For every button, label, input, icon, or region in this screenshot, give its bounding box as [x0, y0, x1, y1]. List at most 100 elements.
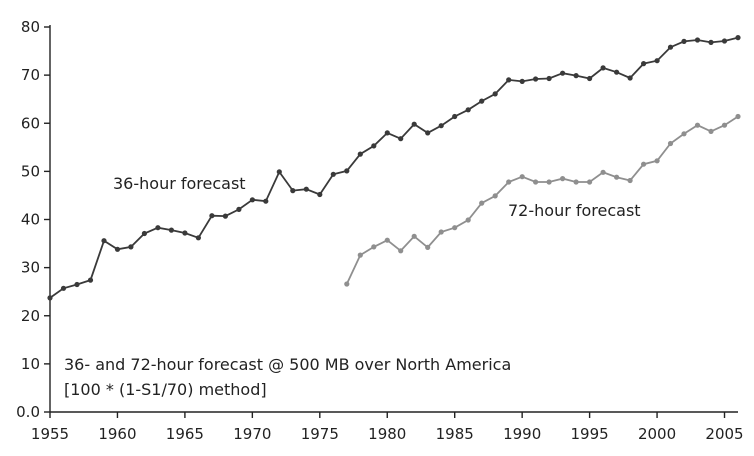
data-point-36h	[519, 78, 525, 84]
data-point-72h	[519, 174, 525, 180]
x-tick-label: 1985	[436, 425, 474, 443]
data-point-36h	[681, 38, 687, 45]
axes: 1955 1960 1965 1970 1975 1980 1985 1990 1995 2000…	[16, 18, 743, 443]
chart-note-line1: 36- and 72-hour forecast @ 500 MB over N…	[64, 355, 511, 374]
x-tick-label: 1970	[233, 425, 271, 443]
data-point-36h	[249, 197, 255, 203]
data-point-36h	[492, 91, 498, 97]
data-point-36h	[330, 171, 336, 177]
data-point-72h	[438, 229, 444, 235]
data-point-72h	[735, 113, 741, 120]
data-point-36h	[398, 136, 404, 142]
data-point-36h	[411, 121, 417, 127]
data-point-72h	[600, 169, 606, 175]
data-point-36h	[694, 37, 701, 43]
data-point-36h	[263, 198, 269, 204]
data-point-36h	[236, 206, 242, 212]
data-point-36h	[573, 73, 579, 79]
data-point-36h	[479, 98, 485, 104]
x-tick-label: 1965	[166, 425, 204, 443]
data-point-36h	[735, 35, 741, 41]
data-point-36h	[168, 227, 174, 233]
data-point-36h	[74, 281, 80, 288]
series-line-36h	[49, 36, 739, 299]
x-tick-label: 1990	[503, 425, 541, 443]
data-point-36h	[667, 44, 674, 50]
data-point-36h	[344, 168, 350, 174]
x-tick-label: 1980	[368, 425, 406, 443]
data-point-72h	[560, 176, 566, 182]
data-point-72h	[614, 174, 620, 180]
data-point-36h	[317, 191, 323, 198]
data-point-36h	[600, 65, 606, 71]
data-point-72h	[654, 158, 660, 164]
series-36h	[47, 35, 741, 301]
data-point-36h	[721, 38, 728, 44]
data-point-36h	[128, 244, 134, 250]
y-tick-label: 0.0	[16, 403, 40, 421]
y-tick-label: 80	[21, 18, 40, 36]
data-point-36h	[560, 70, 566, 76]
plot-area	[47, 35, 741, 301]
data-point-36h	[303, 186, 309, 192]
data-point-72h	[384, 237, 390, 243]
y-tick-label: 60	[21, 114, 40, 132]
data-point-72h	[398, 248, 404, 254]
data-point-72h	[492, 193, 498, 199]
data-point-36h	[155, 225, 161, 231]
x-tick-label: 1955	[31, 425, 69, 443]
data-point-36h	[357, 151, 363, 157]
data-point-72h	[506, 179, 512, 185]
y-tick-label: 40	[21, 211, 40, 229]
data-point-72h	[357, 252, 363, 258]
x-tick-label: 1995	[571, 425, 609, 443]
data-point-36h	[182, 230, 188, 236]
data-point-36h	[452, 113, 458, 120]
y-tick-label: 50	[21, 162, 40, 180]
data-point-36h	[290, 188, 296, 194]
data-point-36h	[276, 169, 282, 175]
data-point-72h	[465, 217, 471, 223]
data-point-72h	[587, 179, 593, 185]
data-point-36h	[384, 130, 390, 136]
data-point-36h	[614, 69, 620, 75]
data-point-72h	[452, 225, 458, 231]
data-point-72h	[641, 161, 647, 167]
data-point-36h	[114, 246, 121, 252]
data-point-36h	[587, 75, 593, 82]
x-tick-label: 2000	[638, 425, 676, 443]
series-line-72h	[345, 115, 739, 285]
data-point-72h	[667, 140, 674, 147]
series-36h-label: 36-hour forecast	[113, 174, 246, 193]
data-point-36h	[506, 77, 512, 83]
data-point-36h	[465, 107, 471, 113]
data-point-36h	[438, 123, 444, 129]
x-tick-label: 1960	[98, 425, 136, 443]
data-point-72h	[573, 179, 579, 185]
data-point-36h	[209, 213, 215, 219]
data-point-72h	[627, 177, 633, 184]
y-tick-label: 70	[21, 66, 40, 84]
data-point-72h	[479, 200, 485, 206]
data-point-72h	[371, 244, 377, 250]
data-point-36h	[47, 295, 53, 301]
data-point-36h	[533, 76, 539, 82]
data-point-36h	[654, 58, 660, 64]
data-point-36h	[546, 75, 552, 82]
x-tick-label: 1975	[301, 425, 339, 443]
data-point-36h	[195, 235, 201, 241]
series-72h	[344, 113, 741, 287]
y-tick-label: 30	[21, 259, 40, 277]
series-72h-label: 72-hour forecast	[508, 201, 641, 220]
data-point-72h	[681, 131, 687, 137]
data-point-36h	[141, 230, 147, 237]
chart-note-line2: [100 * (1-S1/70) method]	[64, 380, 267, 399]
data-point-36h	[222, 213, 228, 219]
data-point-36h	[425, 130, 431, 136]
data-point-72h	[546, 179, 552, 185]
data-point-36h	[641, 61, 647, 67]
data-point-36h	[87, 277, 94, 283]
data-point-36h	[60, 285, 67, 291]
data-point-36h	[371, 143, 377, 149]
data-point-36h	[708, 39, 714, 46]
